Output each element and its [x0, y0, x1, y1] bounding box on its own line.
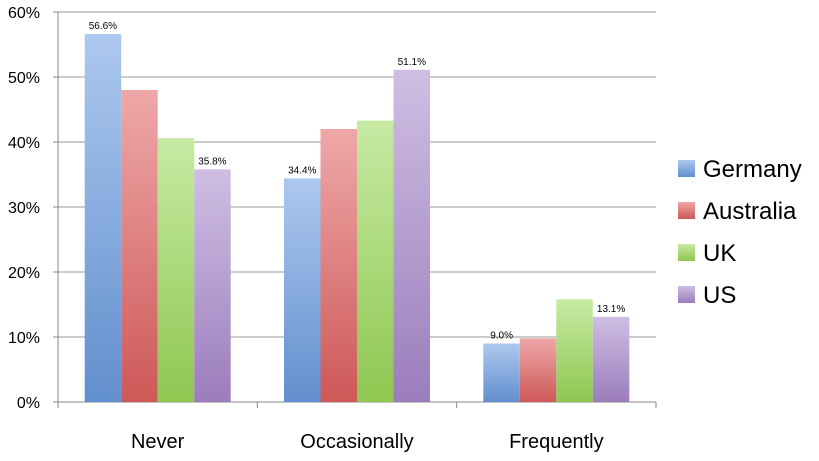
y-tick-label-0: 0% [17, 395, 40, 412]
y-tick-label-60: 60% [8, 5, 40, 22]
bar-germany-occasionally [284, 178, 321, 402]
bar-uk-never [157, 138, 195, 402]
bar-us-occasionally [393, 69, 430, 403]
legend-item-uk: UK [678, 240, 736, 267]
category-label-never: Never [131, 431, 185, 453]
legend-item-australia: Australia [678, 198, 797, 225]
category-label-occasionally: Occasionally [300, 431, 413, 453]
legend-label-us: US [703, 282, 736, 309]
data-label-us-occasionally: 51.1% [398, 57, 426, 68]
data-label-us-never: 35.8% [198, 156, 226, 167]
bar-germany-frequently [483, 343, 520, 402]
bar-germany-never [84, 34, 122, 402]
data-label-germany-frequently: 9.0% [490, 331, 513, 342]
legend-item-germany: Germany [678, 156, 802, 183]
y-tick-label-40: 40% [8, 135, 40, 152]
bar-uk-frequently [556, 299, 593, 402]
bar-australia-frequently [519, 338, 557, 402]
legend-item-us: US [678, 282, 736, 309]
legend-swatch-germany [678, 160, 695, 177]
bar-uk-occasionally [357, 120, 394, 402]
legend: Germany Australia UK US [678, 156, 802, 309]
category-label-frequently: Frequently [509, 431, 604, 453]
legend-swatch-uk [678, 244, 695, 261]
data-label-us-frequently: 13.1% [597, 304, 625, 315]
data-label-germany-occasionally: 34.4% [288, 165, 316, 176]
bar-australia-never [121, 90, 158, 402]
y-tick-label-20: 20% [8, 265, 40, 282]
legend-label-germany: Germany [703, 156, 802, 183]
bar-australia-occasionally [320, 129, 357, 402]
legend-swatch-us [678, 286, 695, 303]
legend-swatch-australia [678, 202, 695, 219]
legend-label-australia: Australia [703, 198, 797, 225]
legend-label-uk: UK [703, 240, 736, 267]
data-label-germany-never: 56.6% [89, 21, 117, 32]
y-tick-label-10: 10% [8, 330, 40, 347]
y-tick-label-30: 30% [8, 200, 40, 217]
bar-us-frequently [592, 316, 630, 402]
data-labels: 56.6% 35.8% 34.4% 51.1% 9.0% 13.1% [89, 21, 626, 341]
axes: 0% 10% 20% 30% 40% 50% 60% Never Occasionally Fre… [8, 5, 657, 453]
bars [84, 34, 630, 403]
y-tick-label-50: 50% [8, 70, 40, 87]
bar-us-never [194, 169, 231, 402]
